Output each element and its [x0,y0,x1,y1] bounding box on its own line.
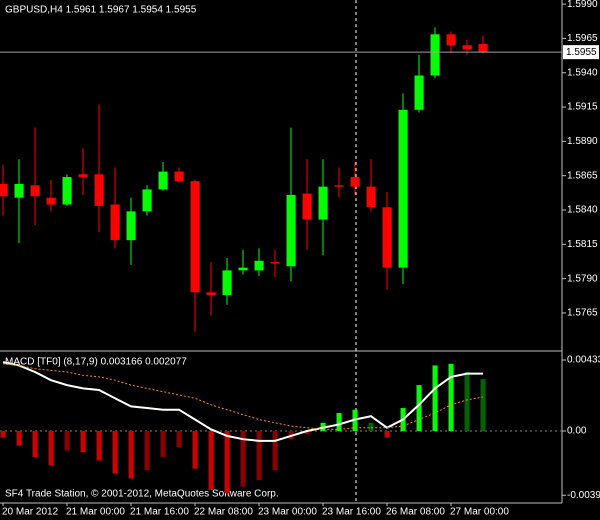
x-tick-label: 21 Mar 16:00 [130,507,189,518]
current-price-label: 1.5955 [566,47,597,58]
candle-body [0,183,8,197]
histogram-bar [272,430,278,471]
candle-body [286,194,296,267]
candle-body [398,109,408,268]
histogram-bar [416,385,422,431]
histogram-bar [480,379,486,431]
candle-body [190,181,200,293]
y-tick-label: 1.5865 [567,170,598,181]
candle-body [430,34,440,76]
histogram-bar [208,430,214,491]
candle-body [270,262,280,264]
y-tick-label: 1.5840 [567,205,598,216]
candle-body [46,197,56,205]
candle-body [478,43,488,53]
candle-body [174,171,184,182]
y-tick-label: -0.00392 [567,490,600,501]
histogram-bar [240,430,246,487]
y-tick-label: 1.5915 [567,102,598,113]
y-tick-label: 1.5940 [567,67,598,78]
indicator-line [2,363,484,430]
histogram-bar [384,430,390,438]
candle-body [62,177,72,205]
histogram-bar [256,430,262,481]
candle-body [94,174,104,206]
footer: SF4 Trade Station, © 2001-2012, MetaQuot… [5,489,279,500]
histogram-bar [176,430,182,448]
histogram-bar [224,430,230,494]
candle-body [142,189,152,212]
candle-body [302,193,312,220]
main-header: GBPUSD,H4 1.5961 1.5967 1.5954 1.5955 [5,5,197,16]
indicator-line [2,361,483,442]
x-tick-label: 26 Mar 08:00 [386,507,445,518]
histogram-bar [80,430,86,453]
candle-body [110,204,120,241]
current-price-box [563,45,599,60]
histogram-bar [160,430,166,458]
candle-body [318,186,328,220]
histogram-bar [448,363,454,431]
candle-body [446,34,456,46]
candle-body [78,174,88,178]
histogram-bar [16,430,22,446]
candle-body [126,211,136,241]
x-tick-label: 23 Mar 16:00 [322,507,381,518]
candle-body [414,75,424,110]
candle-body [350,177,360,187]
histogram-bar [64,430,70,451]
histogram-bar [336,412,342,431]
candle-body [222,270,232,296]
x-tick-label: 27 Mar 00:00 [450,507,509,518]
histogram-bar [432,365,438,431]
candle-body [462,45,472,50]
histogram-bar [144,430,150,471]
histogram-bar [112,430,118,474]
y-tick-label: 1.5890 [567,136,598,147]
candle-body [238,267,248,271]
histogram-bar [464,371,470,431]
histogram-bar [32,430,38,458]
y-tick-label: 1.5765 [567,308,598,319]
x-tick-label: 22 Mar 08:00 [194,507,253,518]
y-tick-label: 0.00 [567,426,587,437]
candle-body [14,183,24,198]
y-tick-label: 1.5990 [567,0,598,10]
x-tick-label: 20 Mar 2012 [2,507,59,518]
histogram-bar [0,430,6,438]
candle-body [254,260,264,271]
x-tick-label: 23 Mar 00:00 [258,507,317,518]
histogram-bar [192,430,198,469]
candle-body [30,185,40,197]
histogram-bar [48,430,54,466]
y-tick-label: 1.5790 [567,273,598,284]
histogram-bar [368,422,374,431]
candle-body [158,171,168,190]
candle-body [206,292,216,296]
histogram-bar [96,430,102,461]
y-tick-label: 1.5965 [567,33,598,44]
candle-body [366,186,376,208]
macd-header: MACD [TF0] (8,17,9) 0.003166 0.002077 [5,357,187,368]
y-tick-label: 0.004332 [567,355,600,366]
y-tick-label: 1.5815 [567,239,598,250]
candle-body [382,207,392,268]
candle-body [334,185,344,187]
histogram-bar [304,430,310,435]
x-tick-label: 21 Mar 00:00 [66,507,125,518]
histogram-bar [128,430,134,479]
